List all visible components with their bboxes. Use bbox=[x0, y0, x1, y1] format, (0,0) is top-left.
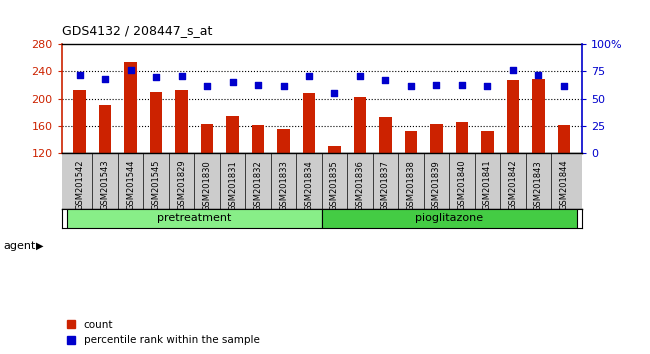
Text: GSM201835: GSM201835 bbox=[330, 160, 339, 211]
Text: GSM201844: GSM201844 bbox=[560, 160, 568, 210]
Point bbox=[482, 83, 493, 88]
Bar bbox=[99, 105, 111, 153]
Point bbox=[100, 76, 110, 82]
Text: pretreatment: pretreatment bbox=[157, 213, 231, 223]
Text: GSM201544: GSM201544 bbox=[126, 160, 135, 210]
Bar bbox=[456, 122, 468, 153]
Text: GSM201836: GSM201836 bbox=[356, 160, 365, 211]
Bar bbox=[322, 209, 577, 228]
Point bbox=[508, 68, 518, 73]
Point bbox=[202, 83, 213, 88]
Point bbox=[304, 73, 314, 79]
Bar bbox=[481, 131, 494, 153]
Bar bbox=[430, 124, 443, 153]
Text: GSM201842: GSM201842 bbox=[508, 160, 517, 210]
Point bbox=[457, 82, 467, 87]
Text: GSM201545: GSM201545 bbox=[151, 160, 161, 210]
Point bbox=[431, 82, 441, 87]
Point bbox=[406, 83, 416, 88]
Bar bbox=[124, 62, 137, 153]
Text: agent: agent bbox=[3, 241, 36, 251]
Text: GSM201838: GSM201838 bbox=[406, 160, 415, 211]
Text: GSM201833: GSM201833 bbox=[279, 160, 288, 211]
Text: GSM201831: GSM201831 bbox=[228, 160, 237, 211]
Point bbox=[355, 73, 365, 79]
Point bbox=[253, 82, 263, 87]
Text: pioglitazone: pioglitazone bbox=[415, 213, 483, 223]
Text: GSM201829: GSM201829 bbox=[177, 160, 186, 210]
Bar bbox=[277, 129, 290, 153]
Bar bbox=[201, 124, 213, 153]
Bar bbox=[303, 93, 315, 153]
Text: GSM201832: GSM201832 bbox=[254, 160, 263, 211]
Bar bbox=[67, 209, 322, 228]
Text: GSM201542: GSM201542 bbox=[75, 160, 84, 210]
Text: GSM201840: GSM201840 bbox=[458, 160, 467, 210]
Text: GSM201839: GSM201839 bbox=[432, 160, 441, 211]
Bar bbox=[379, 117, 392, 153]
Bar bbox=[73, 90, 86, 153]
Bar bbox=[506, 80, 519, 153]
Bar bbox=[176, 90, 188, 153]
Bar bbox=[150, 92, 162, 153]
Text: GDS4132 / 208447_s_at: GDS4132 / 208447_s_at bbox=[62, 24, 212, 37]
Text: ▶: ▶ bbox=[36, 241, 44, 251]
Bar bbox=[328, 146, 341, 153]
Text: GSM201543: GSM201543 bbox=[101, 160, 110, 210]
Point bbox=[533, 72, 543, 78]
Text: GSM201843: GSM201843 bbox=[534, 160, 543, 211]
Point bbox=[176, 73, 187, 79]
Text: GSM201834: GSM201834 bbox=[304, 160, 313, 211]
Point bbox=[330, 90, 340, 96]
Bar bbox=[558, 125, 570, 153]
Point bbox=[380, 77, 391, 83]
Bar bbox=[226, 116, 239, 153]
Point bbox=[151, 74, 161, 80]
Text: GSM201841: GSM201841 bbox=[483, 160, 492, 210]
Bar bbox=[404, 131, 417, 153]
Bar bbox=[252, 125, 265, 153]
Point bbox=[559, 83, 569, 88]
Bar bbox=[532, 79, 545, 153]
Bar bbox=[354, 97, 367, 153]
Point bbox=[74, 72, 85, 78]
Point bbox=[227, 80, 238, 85]
Text: GSM201830: GSM201830 bbox=[203, 160, 211, 211]
Legend: count, percentile rank within the sample: count, percentile rank within the sample bbox=[67, 320, 259, 345]
Point bbox=[125, 68, 136, 73]
Point bbox=[278, 83, 289, 88]
Text: GSM201837: GSM201837 bbox=[381, 160, 390, 211]
